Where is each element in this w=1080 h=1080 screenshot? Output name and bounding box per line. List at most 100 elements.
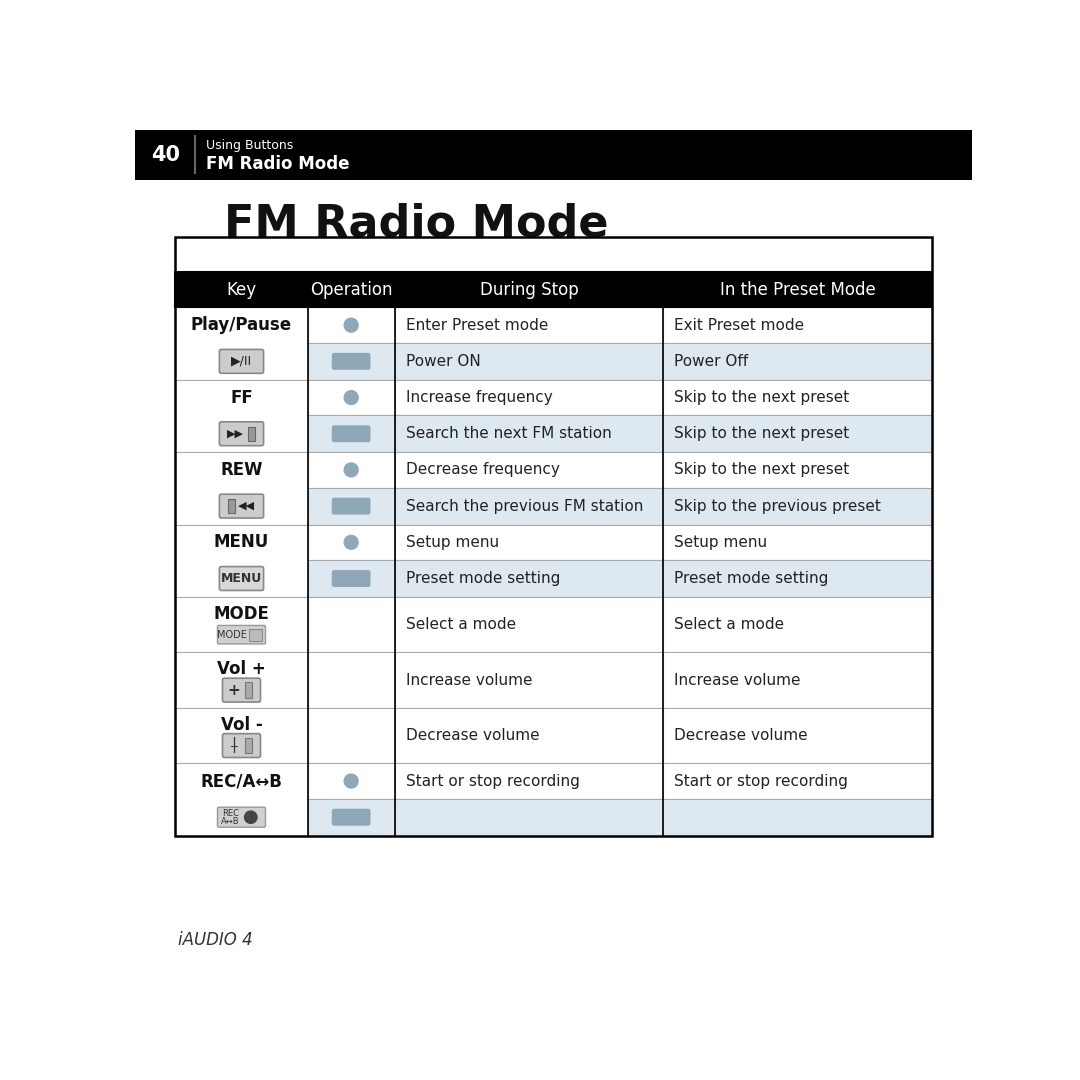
Text: Skip to the next preset: Skip to the next preset	[674, 390, 849, 405]
Bar	[663, 652, 932, 707]
Bar	[175, 707, 308, 764]
Circle shape	[345, 463, 359, 477]
Bar	[394, 597, 663, 652]
Text: Select a mode: Select a mode	[405, 617, 515, 632]
Bar	[663, 707, 932, 764]
Text: Key: Key	[227, 281, 257, 299]
Text: ▶/II: ▶/II	[231, 355, 252, 368]
FancyBboxPatch shape	[219, 567, 264, 591]
Text: ▶▶: ▶▶	[227, 429, 244, 438]
Text: FF: FF	[230, 389, 253, 406]
Text: FM Radio Mode: FM Radio Mode	[206, 154, 350, 173]
Text: Operation: Operation	[310, 281, 392, 299]
Text: During Stop: During Stop	[480, 281, 578, 299]
Text: Preset mode setting: Preset mode setting	[674, 571, 828, 586]
Bar	[394, 380, 663, 416]
Text: Decrease volume: Decrease volume	[674, 728, 808, 743]
Bar	[175, 380, 308, 453]
Bar	[175, 272, 932, 308]
Bar	[394, 416, 663, 453]
Bar	[394, 764, 663, 799]
Bar	[663, 416, 932, 453]
Bar	[308, 707, 394, 764]
Bar	[663, 380, 932, 416]
Text: Vol -: Vol -	[220, 716, 262, 733]
Bar	[308, 453, 394, 488]
Bar	[663, 308, 932, 342]
Text: +: +	[228, 683, 240, 698]
Text: Search the next FM station: Search the next FM station	[405, 427, 611, 442]
Text: Increase volume: Increase volume	[405, 673, 532, 688]
FancyBboxPatch shape	[222, 733, 260, 757]
Bar	[663, 488, 932, 525]
Text: MENU: MENU	[214, 534, 269, 551]
Text: Setup menu: Setup menu	[405, 535, 499, 550]
Bar	[308, 764, 394, 799]
Text: REW: REW	[220, 461, 262, 478]
Bar	[663, 764, 932, 799]
Bar	[394, 342, 663, 380]
Text: iAUDIO 4: iAUDIO 4	[177, 931, 253, 948]
FancyBboxPatch shape	[217, 807, 266, 827]
Text: MODE: MODE	[214, 605, 269, 623]
Bar	[394, 488, 663, 525]
Text: Exit Preset mode: Exit Preset mode	[674, 318, 805, 333]
Text: ─: ─	[230, 741, 238, 752]
Text: Select a mode: Select a mode	[674, 617, 784, 632]
Text: A↔B: A↔B	[221, 816, 240, 825]
Bar	[663, 453, 932, 488]
Circle shape	[345, 319, 359, 333]
Bar	[308, 652, 394, 707]
Text: Start or stop recording: Start or stop recording	[674, 773, 848, 788]
Text: Vol +: Vol +	[217, 660, 266, 678]
Bar	[175, 453, 308, 525]
Text: Using Buttons: Using Buttons	[206, 139, 294, 152]
Bar	[663, 525, 932, 561]
FancyBboxPatch shape	[222, 678, 260, 702]
Bar	[394, 652, 663, 707]
Circle shape	[345, 774, 359, 788]
Bar	[175, 237, 932, 836]
Bar	[308, 488, 394, 525]
Text: Start or stop recording: Start or stop recording	[405, 773, 579, 788]
Bar	[663, 342, 932, 380]
Text: MODE: MODE	[217, 630, 247, 639]
Text: Power Off: Power Off	[674, 354, 748, 369]
Text: Setup menu: Setup menu	[674, 535, 767, 550]
Circle shape	[345, 391, 359, 405]
Text: REC/A↔B: REC/A↔B	[201, 772, 283, 791]
Bar	[308, 416, 394, 453]
Bar	[175, 652, 308, 707]
Bar	[394, 453, 663, 488]
FancyBboxPatch shape	[219, 495, 264, 518]
Bar	[394, 799, 663, 836]
Bar	[175, 308, 308, 380]
Text: 40: 40	[151, 145, 179, 164]
Text: ◀◀: ◀◀	[238, 501, 255, 511]
FancyBboxPatch shape	[219, 350, 264, 374]
Bar	[175, 597, 308, 652]
Text: Skip to the next preset: Skip to the next preset	[674, 462, 849, 477]
Text: Increase frequency: Increase frequency	[405, 390, 552, 405]
Bar	[308, 525, 394, 561]
Text: |: |	[231, 737, 237, 753]
Bar	[308, 597, 394, 652]
Bar	[244, 683, 253, 698]
Bar	[394, 561, 663, 597]
Bar	[394, 707, 663, 764]
Bar	[308, 561, 394, 597]
Bar	[228, 499, 235, 513]
Bar	[663, 799, 932, 836]
Bar	[135, 130, 972, 179]
FancyBboxPatch shape	[332, 570, 370, 588]
Bar	[308, 308, 394, 342]
FancyBboxPatch shape	[217, 625, 266, 644]
Bar	[308, 799, 394, 836]
Text: Preset mode setting: Preset mode setting	[405, 571, 559, 586]
Text: Power ON: Power ON	[405, 354, 481, 369]
FancyBboxPatch shape	[332, 498, 370, 514]
Bar	[394, 525, 663, 561]
Text: Decrease volume: Decrease volume	[405, 728, 539, 743]
Bar	[247, 427, 256, 441]
Bar	[175, 764, 308, 836]
